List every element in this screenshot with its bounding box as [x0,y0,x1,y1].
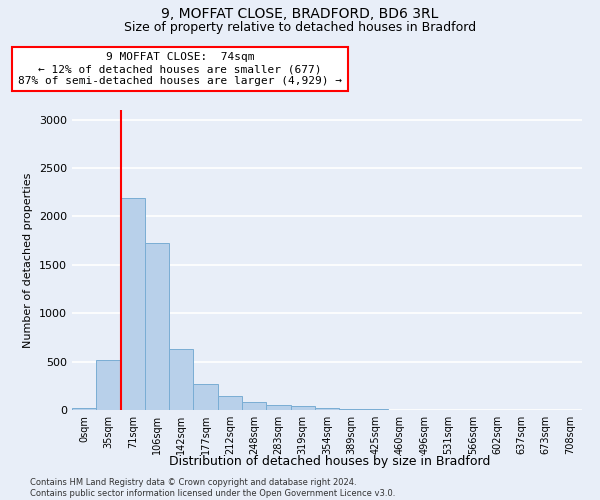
Text: 9, MOFFAT CLOSE, BRADFORD, BD6 3RL: 9, MOFFAT CLOSE, BRADFORD, BD6 3RL [161,8,439,22]
Bar [121,198,145,410]
Text: Contains HM Land Registry data © Crown copyright and database right 2024.
Contai: Contains HM Land Registry data © Crown c… [30,478,395,498]
Text: 9 MOFFAT CLOSE:  74sqm
← 12% of detached houses are smaller (677)
87% of semi-de: 9 MOFFAT CLOSE: 74sqm ← 12% of detached … [18,52,342,86]
Y-axis label: Number of detached properties: Number of detached properties [23,172,34,348]
Bar [266,405,290,410]
Text: Size of property relative to detached houses in Bradford: Size of property relative to detached ho… [124,21,476,34]
Bar [290,406,315,410]
Text: Distribution of detached houses by size in Bradford: Distribution of detached houses by size … [169,454,491,468]
Bar [96,360,121,410]
Bar [315,408,339,410]
Bar [169,349,193,410]
Bar [364,409,388,410]
Bar [339,408,364,410]
Bar [145,242,169,410]
Bar [242,402,266,410]
Bar [72,408,96,410]
Bar [218,396,242,410]
Bar [193,384,218,410]
